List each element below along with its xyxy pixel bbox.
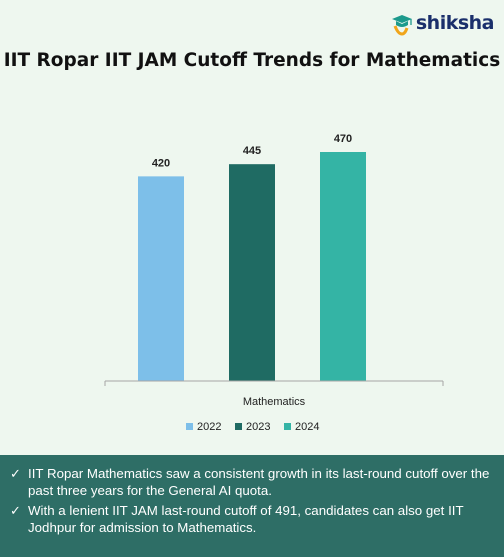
bar-chart: 420 445 470 Mathematics 2022 2023 2024 (104, 133, 444, 433)
note-item: ✓ With a lenient IIT JAM last-round cuto… (10, 502, 492, 536)
chart-title: IIT Ropar IIT JAM Cutoff Trends for Math… (3, 50, 501, 71)
legend-swatch-2023 (235, 423, 242, 430)
note-text: IIT Ropar Mathematics saw a consistent g… (28, 466, 490, 498)
bar-2022 (138, 176, 184, 381)
legend-label-2022: 2022 (197, 421, 221, 433)
category-label: Mathematics (243, 396, 306, 408)
legend-swatch-2024 (284, 423, 291, 430)
bar-2023 (229, 164, 275, 381)
note-text: With a lenient IIT JAM last-round cutoff… (28, 503, 464, 535)
bar-2024 (320, 152, 366, 381)
legend-label-2024: 2024 (295, 421, 319, 433)
graduation-cap-icon (391, 15, 412, 36)
check-icon: ✓ (10, 466, 21, 481)
legend-swatch-2022 (186, 423, 193, 430)
data-label-2023: 445 (243, 145, 261, 157)
logo-text: shiksha (415, 12, 495, 34)
note-item: ✓ IIT Ropar Mathematics saw a consistent… (10, 465, 492, 499)
data-label-2022: 420 (152, 157, 170, 169)
legend-label-2023: 2023 (246, 421, 270, 433)
data-label-2024: 470 (334, 133, 352, 145)
brand-logo: shiksha (389, 10, 495, 36)
notes-panel: ✓ IIT Ropar Mathematics saw a consistent… (0, 455, 504, 557)
check-icon: ✓ (10, 503, 21, 518)
